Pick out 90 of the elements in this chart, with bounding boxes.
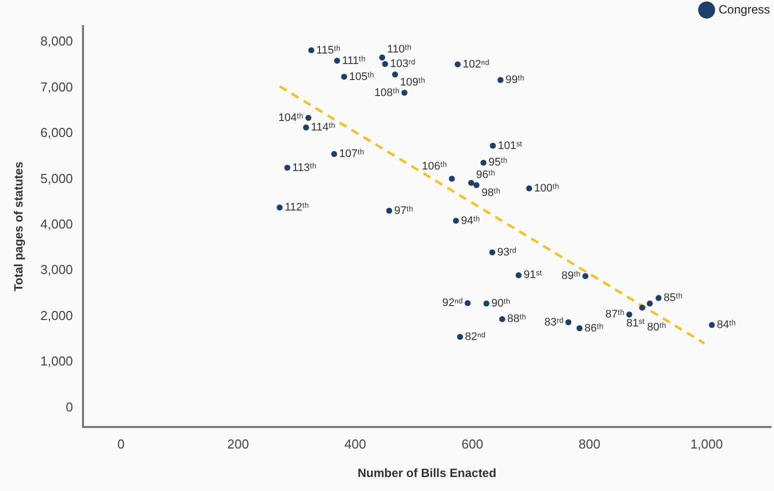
x-tick-label: 0 [117, 436, 125, 452]
annotation: 104ᵗʰ [278, 112, 304, 124]
annotation: 94ᵗʰ [460, 214, 480, 227]
point [382, 60, 388, 67]
annotation: 98ᵗʰ [481, 187, 500, 200]
annotation: 105ᵗʰ [349, 70, 374, 83]
point [308, 47, 314, 54]
point [473, 182, 480, 188]
annotation: 84ᵗʰ [716, 319, 736, 332]
annotation: 101ˢᵗ [498, 140, 523, 152]
annotation: 112ᵗʰ [284, 202, 309, 214]
annotation: 99ᵗʰ [505, 74, 524, 86]
annotation: 108ᵗʰ [374, 86, 400, 99]
y-tick-label: 1,000 [40, 354, 73, 369]
point [454, 61, 461, 68]
point [331, 151, 338, 158]
annotation: 89ᵗʰ [562, 270, 580, 282]
annotation: 106ᵗʰ [422, 160, 447, 173]
point [284, 164, 290, 171]
point [386, 208, 392, 214]
point [468, 180, 474, 186]
x-tick-label: 800 [578, 436, 600, 452]
y-tick-label: 8,000 [40, 34, 73, 49]
point [392, 71, 398, 78]
point [341, 74, 348, 80]
annotation: 111ᵗʰ [342, 54, 366, 67]
y-tick-label: 5,000 [40, 170, 73, 186]
annotation: 81ˢᵗ [626, 318, 646, 330]
point [656, 295, 662, 302]
point [448, 176, 455, 182]
annotation: 109ᵗʰ [400, 76, 426, 88]
annotation: 115ᵗʰ [316, 44, 340, 56]
annotation: 96ᵗʰ [476, 168, 496, 181]
y-tick-label: 2,000 [40, 308, 73, 323]
y-tick-label: 6,000 [40, 125, 73, 140]
annotation: 114ᵗʰ [311, 122, 336, 134]
point [499, 316, 506, 322]
annotation: 97ᵗʰ [394, 204, 414, 217]
annotation: 83ʳᵈ [544, 316, 564, 328]
x-tick-label: 600 [462, 436, 484, 452]
point [480, 160, 486, 166]
point [646, 300, 653, 307]
point [464, 300, 471, 306]
point [452, 218, 459, 224]
annotation: 87ᵗʰ [605, 308, 624, 321]
point [334, 58, 340, 64]
point [626, 312, 632, 318]
annotation: 100ᵗʰ [534, 182, 560, 194]
point [576, 325, 583, 332]
point [639, 304, 646, 311]
point [401, 90, 408, 96]
annotation: 110ᵗʰ [387, 44, 412, 56]
annotation: 80ᵗʰ [647, 322, 666, 334]
x-axis-title: Number of Bills Enacted [358, 466, 496, 480]
annotation: 88ᵗʰ [507, 313, 526, 326]
point [276, 204, 283, 211]
annotation: 102ⁿᵈ [462, 58, 490, 70]
point [708, 322, 715, 328]
point [303, 124, 310, 131]
point [490, 142, 496, 149]
point [489, 249, 496, 256]
y-tick-label: 4,000 [40, 216, 73, 232]
y-tick-label: 0 [66, 399, 73, 414]
annotation: 93ʳᵈ [497, 246, 516, 258]
annotation: 113ᵗʰ [292, 162, 316, 174]
point [483, 300, 490, 307]
annotation: 92ⁿᵈ [442, 297, 463, 310]
x-tick-label: 400 [344, 436, 366, 452]
annotation: 95ᵗʰ [488, 156, 508, 169]
point [526, 185, 532, 192]
point [516, 272, 522, 278]
point [457, 334, 464, 340]
annotation: 86ᵗʰ [584, 322, 604, 334]
annotation: 82ⁿᵈ [465, 330, 486, 343]
y-axis-title: Total pages of statutes [12, 161, 26, 292]
y-tick-label: 7,000 [40, 79, 73, 94]
point [497, 76, 504, 83]
annotation: 91ˢᵗ [524, 269, 543, 282]
annotation: 85ᵗʰ [664, 292, 682, 304]
y-tick-label: 3,000 [40, 262, 73, 278]
x-tick-label: 1,000 [690, 436, 723, 452]
annotation: 103ʳᵈ [390, 58, 416, 70]
legend-label: Congress [718, 2, 770, 16]
annotation: 90ᵗʰ [491, 298, 510, 310]
point [379, 54, 386, 61]
point [582, 273, 588, 280]
point [565, 319, 572, 326]
annotation: 107ᵗʰ [339, 148, 364, 160]
point [305, 114, 312, 121]
x-tick-label: 200 [227, 436, 249, 452]
